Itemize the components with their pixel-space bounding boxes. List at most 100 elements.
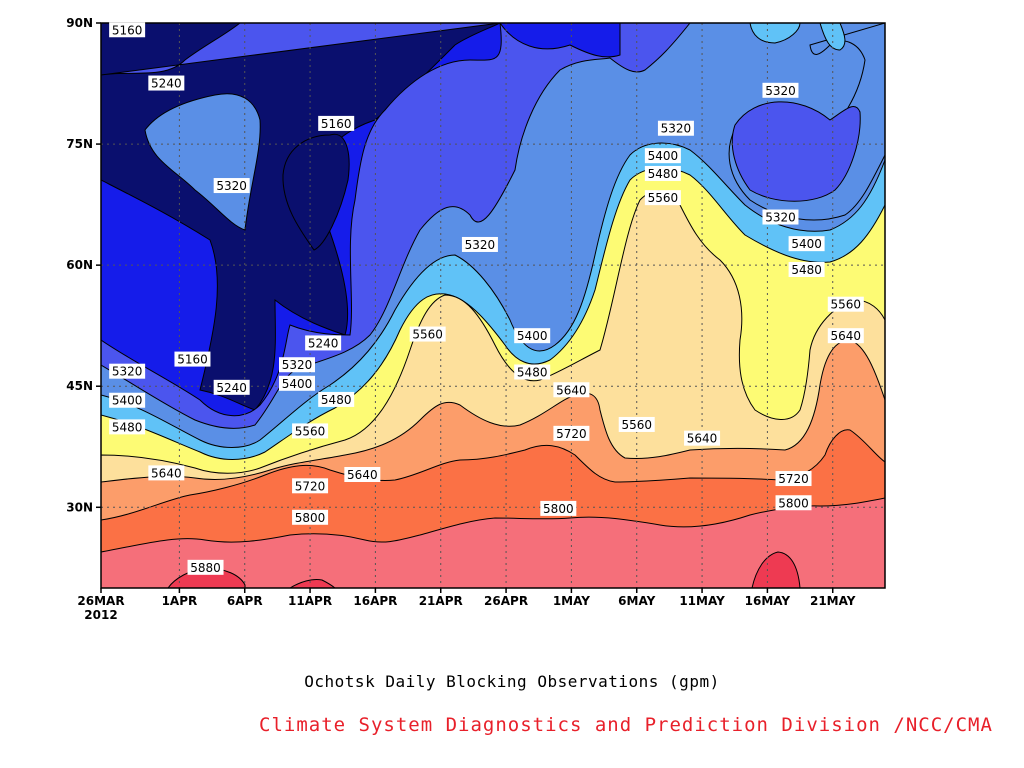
contour-label-bg	[305, 335, 342, 351]
contour-fill-regions	[101, 23, 885, 588]
contour-label-text: 5240	[308, 336, 339, 350]
contour-label-bg	[174, 351, 211, 367]
contour-label-text: 5400	[112, 394, 143, 408]
contour-label: 5800	[540, 500, 577, 516]
contour-label-bg	[187, 559, 224, 575]
contour-label: 5640	[148, 465, 185, 481]
contour-label-bg	[788, 261, 825, 277]
contour-label-bg	[540, 500, 577, 516]
y-tick-label: 30N	[66, 500, 93, 514]
chart-title: Ochotsk Daily Blocking Observations (gpm…	[304, 672, 720, 691]
y-tick-label: 90N	[66, 16, 93, 30]
contour-label-text: 5880	[190, 561, 221, 575]
contour-label-bg	[775, 471, 812, 487]
contour-label-text: 5320	[282, 358, 313, 372]
contour-label: 5160	[109, 22, 146, 38]
grid-lines	[101, 23, 885, 588]
contour-label-text: 5160	[112, 23, 143, 37]
contour-label-text: 5640	[556, 383, 587, 397]
contour-label: 5480	[318, 391, 355, 407]
contour-label-bg	[762, 82, 799, 98]
contour-label-bg	[644, 148, 681, 164]
contour-label: 5320	[279, 357, 315, 373]
contour-label-text: 5480	[791, 263, 822, 277]
x-tick-label: 26APR	[484, 594, 528, 608]
axes: 26MAR 1APR 6APR 11APR 16APR 21APR 26APR 1MAY 6MA…	[66, 16, 856, 622]
contour-label-bg	[762, 209, 799, 225]
contour-label-bg	[827, 328, 864, 344]
contour-label-bg	[827, 296, 864, 312]
contour-label: 5320	[109, 363, 146, 379]
contour-label-text: 5320	[765, 84, 796, 98]
contour-label-text: 5800	[778, 496, 809, 510]
contour-label: 5720	[775, 471, 812, 487]
contour-label-bg	[514, 364, 551, 380]
contour-label-bg	[109, 392, 146, 408]
contour-label: 5320	[657, 120, 694, 136]
contour-label: 5240	[305, 335, 342, 351]
x-tick-label: 26MAR	[77, 594, 124, 608]
contour-label: 5720	[553, 425, 590, 441]
contour-label: 5400	[788, 236, 825, 252]
contour-label-bg	[553, 425, 590, 441]
contour-label-text: 5560	[412, 328, 443, 342]
y-tick-label: 45N	[66, 379, 93, 393]
contour-label: 5800	[292, 509, 329, 525]
contour-label-bg	[148, 465, 185, 481]
contour-label: 5160	[318, 115, 355, 131]
contour-label-text: 5560	[648, 191, 679, 205]
contour-label-text: 5160	[177, 353, 208, 367]
x-tick-label: 1MAY	[553, 594, 590, 608]
contour-label: 5240	[213, 379, 250, 395]
contour-label-text: 5480	[648, 167, 679, 181]
contour-label-text: 5720	[778, 472, 809, 486]
contour-label-text: 5560	[831, 298, 862, 312]
contour-label-bg	[553, 382, 590, 398]
contour-label-bg	[618, 416, 655, 432]
contour-label: 5320	[762, 82, 799, 98]
contour-label-text: 5400	[791, 237, 822, 251]
fill-level-3-pocket	[144, 93, 261, 231]
contour-label-text: 5400	[517, 329, 548, 343]
contour-label-text: 5320	[465, 238, 496, 252]
contour-label-text: 5640	[687, 432, 718, 446]
fill-level-0-pocket	[282, 133, 350, 251]
contour-label: 5560	[618, 416, 655, 432]
contour-label-text: 5480	[112, 420, 143, 434]
x-tick-label: 11MAY	[679, 594, 725, 608]
contour-label-text: 5800	[295, 511, 326, 525]
contour-label-bg	[213, 178, 250, 194]
x-tick-label: 21MAY	[810, 594, 856, 608]
contour-label-bg	[684, 430, 721, 446]
contour-label-bg	[788, 236, 825, 252]
contour-label-bg	[514, 328, 551, 344]
chart-credit: Climate System Diagnostics and Predictio…	[259, 714, 993, 736]
contour-label: 5640	[553, 382, 590, 398]
contour-label: 5400	[109, 392, 146, 408]
contour-label-bg	[292, 509, 329, 525]
contour-label-text: 5400	[648, 149, 679, 163]
contour-label: 5640	[684, 430, 721, 446]
contour-label-text: 5800	[543, 502, 574, 516]
contour-label: 5320	[461, 236, 498, 252]
contour-label-bg	[644, 165, 681, 181]
contour-label: 5480	[644, 165, 681, 181]
contour-label-bg	[292, 423, 329, 439]
contour-label: 5400	[279, 375, 315, 391]
x-year-label: 2012	[84, 608, 117, 622]
contour-label-bg	[279, 357, 315, 373]
contour-label: 5720	[292, 478, 329, 494]
contour-label-bg	[109, 363, 146, 379]
contour-label: 5640	[344, 467, 381, 482]
contour-label-bg	[318, 115, 355, 131]
y-tick-label: 60N	[66, 258, 93, 272]
contour-label: 5160	[174, 351, 211, 367]
contour-label-text: 5480	[321, 393, 352, 407]
contour-label-bg	[318, 391, 355, 407]
contour-label-bg	[109, 419, 146, 435]
contour-label-text: 5320	[216, 179, 247, 193]
contour-label-bg	[657, 120, 694, 136]
contour-label-text: 5640	[347, 468, 378, 482]
y-tick-label: 75N	[66, 137, 93, 151]
contour-label-bg	[109, 22, 146, 38]
